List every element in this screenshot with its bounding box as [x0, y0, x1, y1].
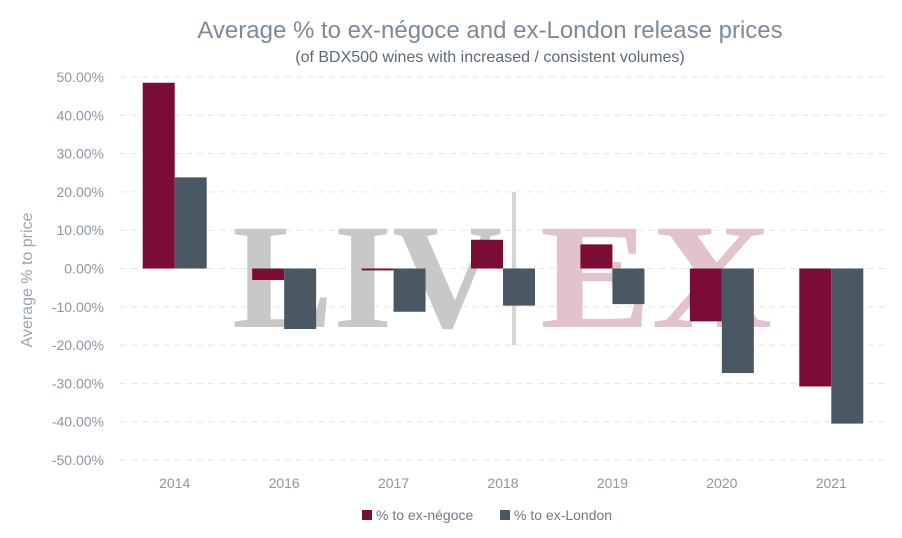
legend: % to ex-négoce % to ex-London [362, 507, 612, 523]
bar-ex-london-2020 [721, 268, 754, 374]
bar-ex-london-2016 [284, 268, 317, 330]
y-tick-label: -30.00% [52, 375, 104, 391]
y-tick-label: 20.00% [57, 184, 104, 200]
bars [142, 82, 864, 424]
bar-ex-negoce-2018 [471, 239, 503, 269]
legend-swatch-negoce [362, 510, 372, 520]
legend-swatch-london [500, 510, 510, 520]
y-axis-ticks: 50.00% 40.00% 30.00% 20.00% 10.00% 0.00% -10.0… [52, 69, 104, 468]
bar-ex-negoce-2020 [689, 268, 722, 322]
y-tick-label: -50.00% [52, 452, 104, 468]
y-tick-label: 10.00% [57, 222, 104, 238]
bar-ex-london-2017 [393, 268, 426, 312]
bar-ex-negoce-2014 [142, 82, 175, 269]
y-tick-label: -10.00% [52, 299, 104, 315]
bar-ex-london-2019 [612, 268, 645, 305]
x-tick-label: 2016 [269, 475, 300, 491]
bar-ex-negoce-2021 [799, 268, 832, 387]
x-tick-label: 2020 [706, 475, 737, 491]
x-tick-label: 2019 [597, 475, 628, 491]
bar-ex-london-2021 [831, 268, 864, 424]
x-tick-label: 2021 [816, 475, 847, 491]
y-tick-label: -20.00% [52, 337, 104, 353]
x-tick-label: 2018 [487, 475, 518, 491]
y-tick-label: 40.00% [57, 107, 104, 123]
y-tick-label: -40.00% [52, 414, 104, 430]
y-tick-label: 30.00% [57, 146, 104, 162]
y-tick-label: 50.00% [57, 69, 104, 85]
gridlines [120, 76, 886, 461]
x-tick-label: 2017 [378, 475, 409, 491]
x-axis-ticks: 2014 2016 2017 2018 2019 2020 2021 [159, 475, 847, 491]
legend-label-london: % to ex-London [514, 507, 612, 523]
bar-ex-london-2014 [174, 177, 207, 269]
chart-title: Average % to ex-négoce and ex-London rel… [197, 17, 782, 44]
y-axis-label: Average % to price [19, 212, 36, 347]
x-tick-label: 2014 [159, 475, 190, 491]
y-tick-label: 0.00% [64, 261, 104, 277]
bar-ex-negoce-2017 [361, 268, 394, 271]
bar-ex-negoce-2019 [580, 244, 613, 269]
bar-ex-london-2018 [503, 268, 535, 306]
bar-ex-negoce-2016 [252, 268, 285, 280]
legend-label-negoce: % to ex-négoce [376, 507, 473, 523]
chart-subtitle: (of BDX500 wines with increased / consis… [295, 49, 685, 66]
